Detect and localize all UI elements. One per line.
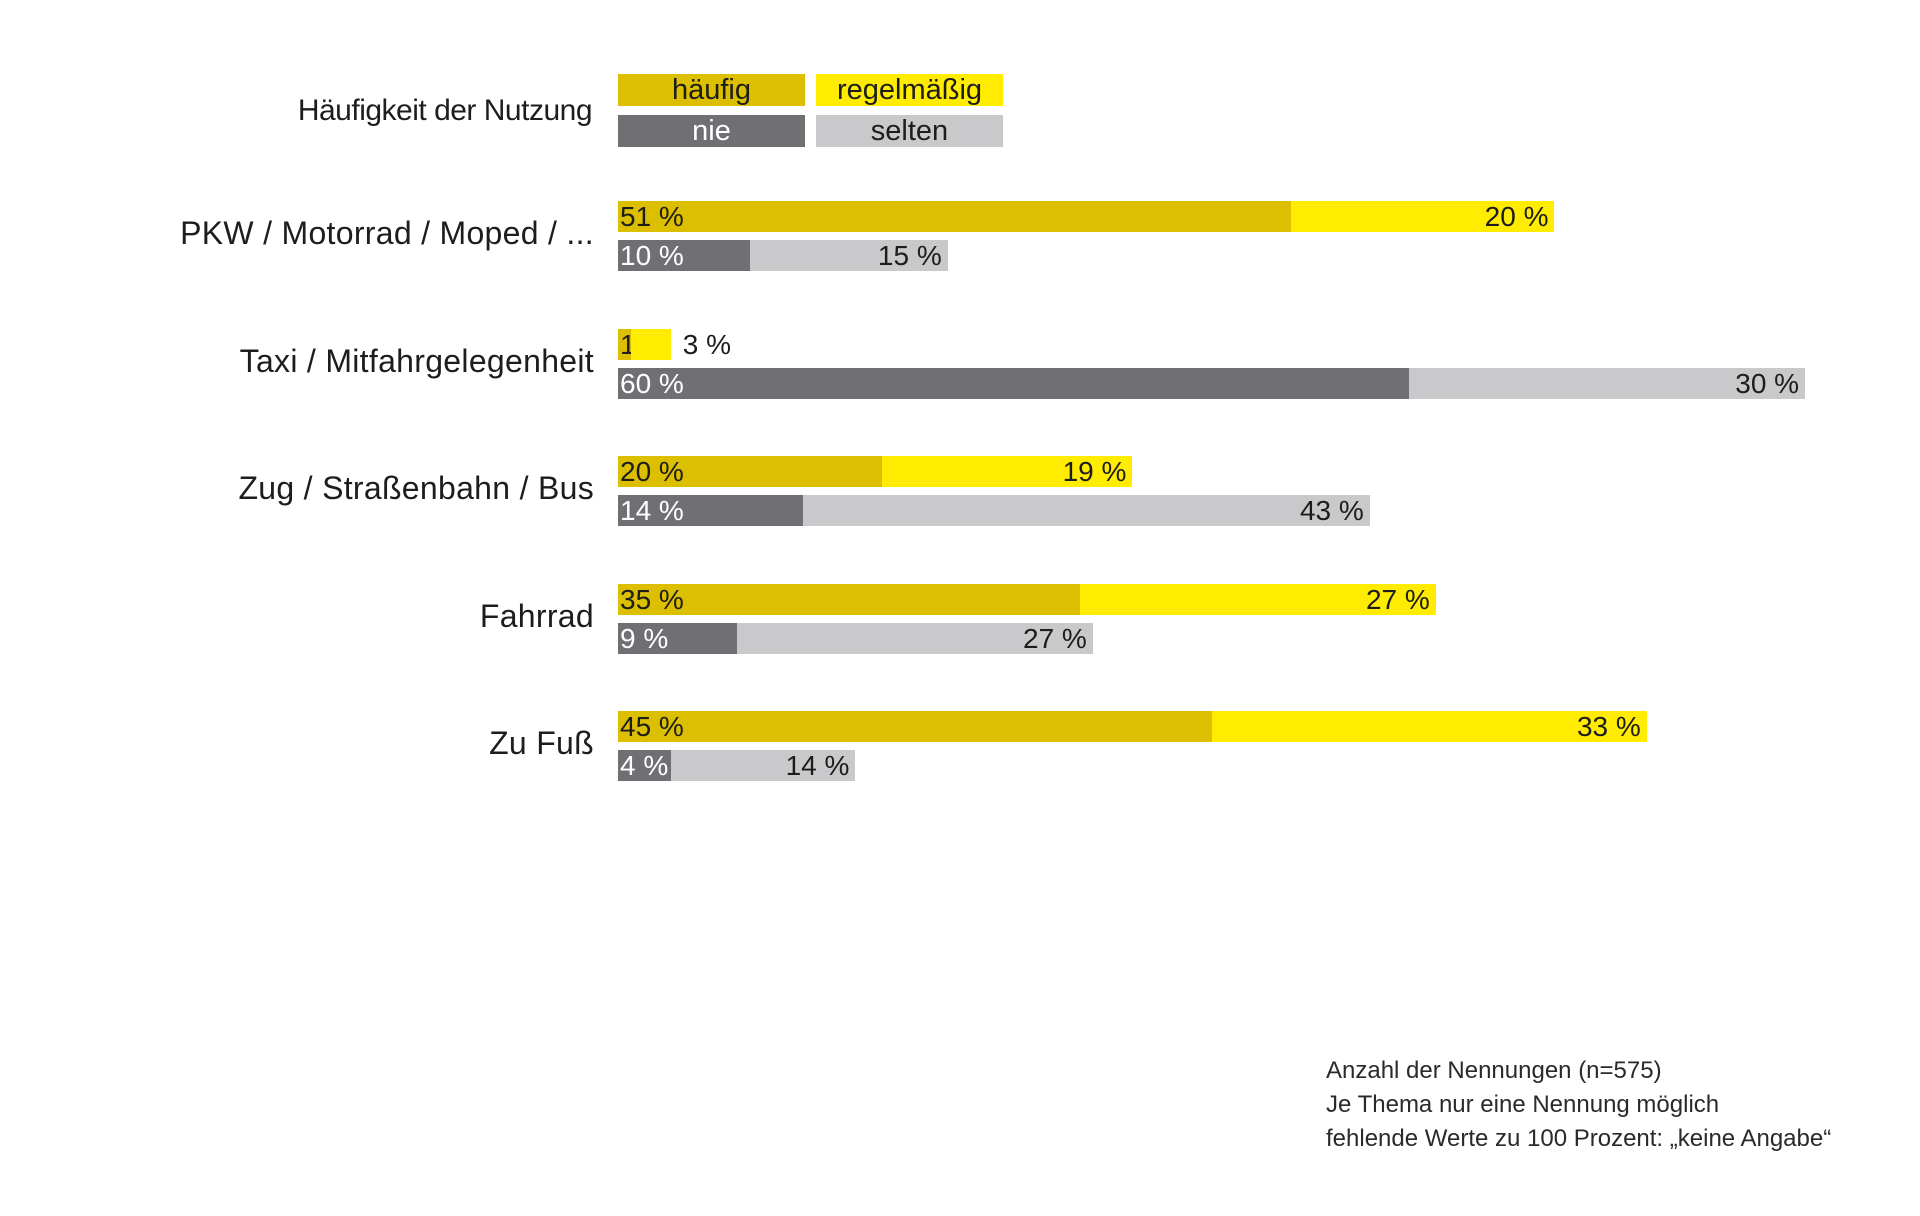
bar-segment-selten: 30 %	[1409, 367, 1806, 399]
bar-segment-haeufig: 35 %	[618, 583, 1080, 615]
data-label: 14 %	[785, 750, 850, 781]
data-label: 20 %	[1484, 201, 1549, 232]
legend-title: Häufigkeit der Nutzung	[297, 94, 593, 127]
bar-segment-nie: 9 %	[618, 622, 737, 654]
legend-item-nie: nie	[618, 115, 805, 147]
data-label: 27 %	[1023, 622, 1087, 654]
bar-segment-haeufig: 45 %	[618, 711, 1212, 742]
data-label: 35 %	[620, 583, 684, 615]
data-label: 51 %	[620, 201, 684, 232]
category-label: Zug / Straßenbahn / Bus	[238, 470, 594, 506]
data-label: 10 %	[620, 240, 684, 271]
data-label: 15 %	[877, 240, 942, 271]
legend-item-haeufig: häufig	[618, 74, 805, 106]
bar-segment-haeufig: 1 %	[618, 328, 668, 360]
category-label: Taxi / Mitfahrgelegenheit	[239, 342, 594, 379]
category-label: PKW / Motorrad / Moped / ...	[180, 215, 594, 251]
bar-segment-selten: 27 %	[736, 622, 1093, 654]
bar-segment-regelmaessig: 19 %	[881, 456, 1133, 487]
bar-segment-nie: 14 %	[618, 495, 803, 526]
data-label: 33 %	[1576, 711, 1641, 742]
legend-item-selten: selten	[816, 115, 1003, 147]
bar-segment-regelmaessig: 33 %	[1211, 711, 1647, 742]
bar-segment-haeufig: 20 %	[618, 456, 882, 487]
data-label: 45 %	[620, 711, 684, 742]
footnote-line: Je Thema nur eine Nennung möglich	[1326, 1091, 1720, 1118]
bar-segment-nie: 10 %	[618, 240, 750, 271]
bar-segment-nie: 4 %	[618, 750, 671, 781]
data-label: 14 %	[620, 495, 684, 526]
data-label: 20 %	[620, 456, 684, 487]
bar-segment-selten: 14 %	[670, 750, 856, 781]
bar-segment-regelmaessig	[631, 328, 671, 360]
bar-segment-nie: 60 %	[618, 367, 1410, 399]
data-label: 27 %	[1365, 583, 1430, 615]
data-label: 4 %	[620, 750, 669, 781]
bar-segment-haeufig: 51 %	[618, 201, 1291, 232]
data-label: 43 %	[1299, 495, 1364, 526]
data-label: 19 %	[1062, 456, 1127, 487]
bar-segment-regelmaessig: 20 %	[1290, 201, 1555, 232]
data-label: 9 %	[620, 622, 669, 654]
footnote: Anzahl der Nennungen (n=575) Je Thema nu…	[1326, 1054, 1831, 1156]
category-label: Fahrrad	[479, 597, 594, 634]
bar-segment-regelmaessig: 27 %	[1079, 583, 1436, 615]
data-label: 30 %	[1735, 367, 1800, 399]
footnote-line: fehlende Werte zu 100 Prozent: „keine An…	[1326, 1125, 1832, 1152]
legend-item-regelmaessig: regelmäßig	[816, 74, 1003, 106]
category-label: Zu Fuß	[489, 725, 594, 761]
footnote-line: Anzahl der Nennungen (n=575)	[1326, 1057, 1662, 1084]
data-label: 3 %	[682, 328, 731, 360]
bar-segment-selten: 43 %	[802, 495, 1370, 526]
bar-segment-selten: 15 %	[749, 240, 948, 271]
data-label: 60 %	[620, 367, 684, 399]
